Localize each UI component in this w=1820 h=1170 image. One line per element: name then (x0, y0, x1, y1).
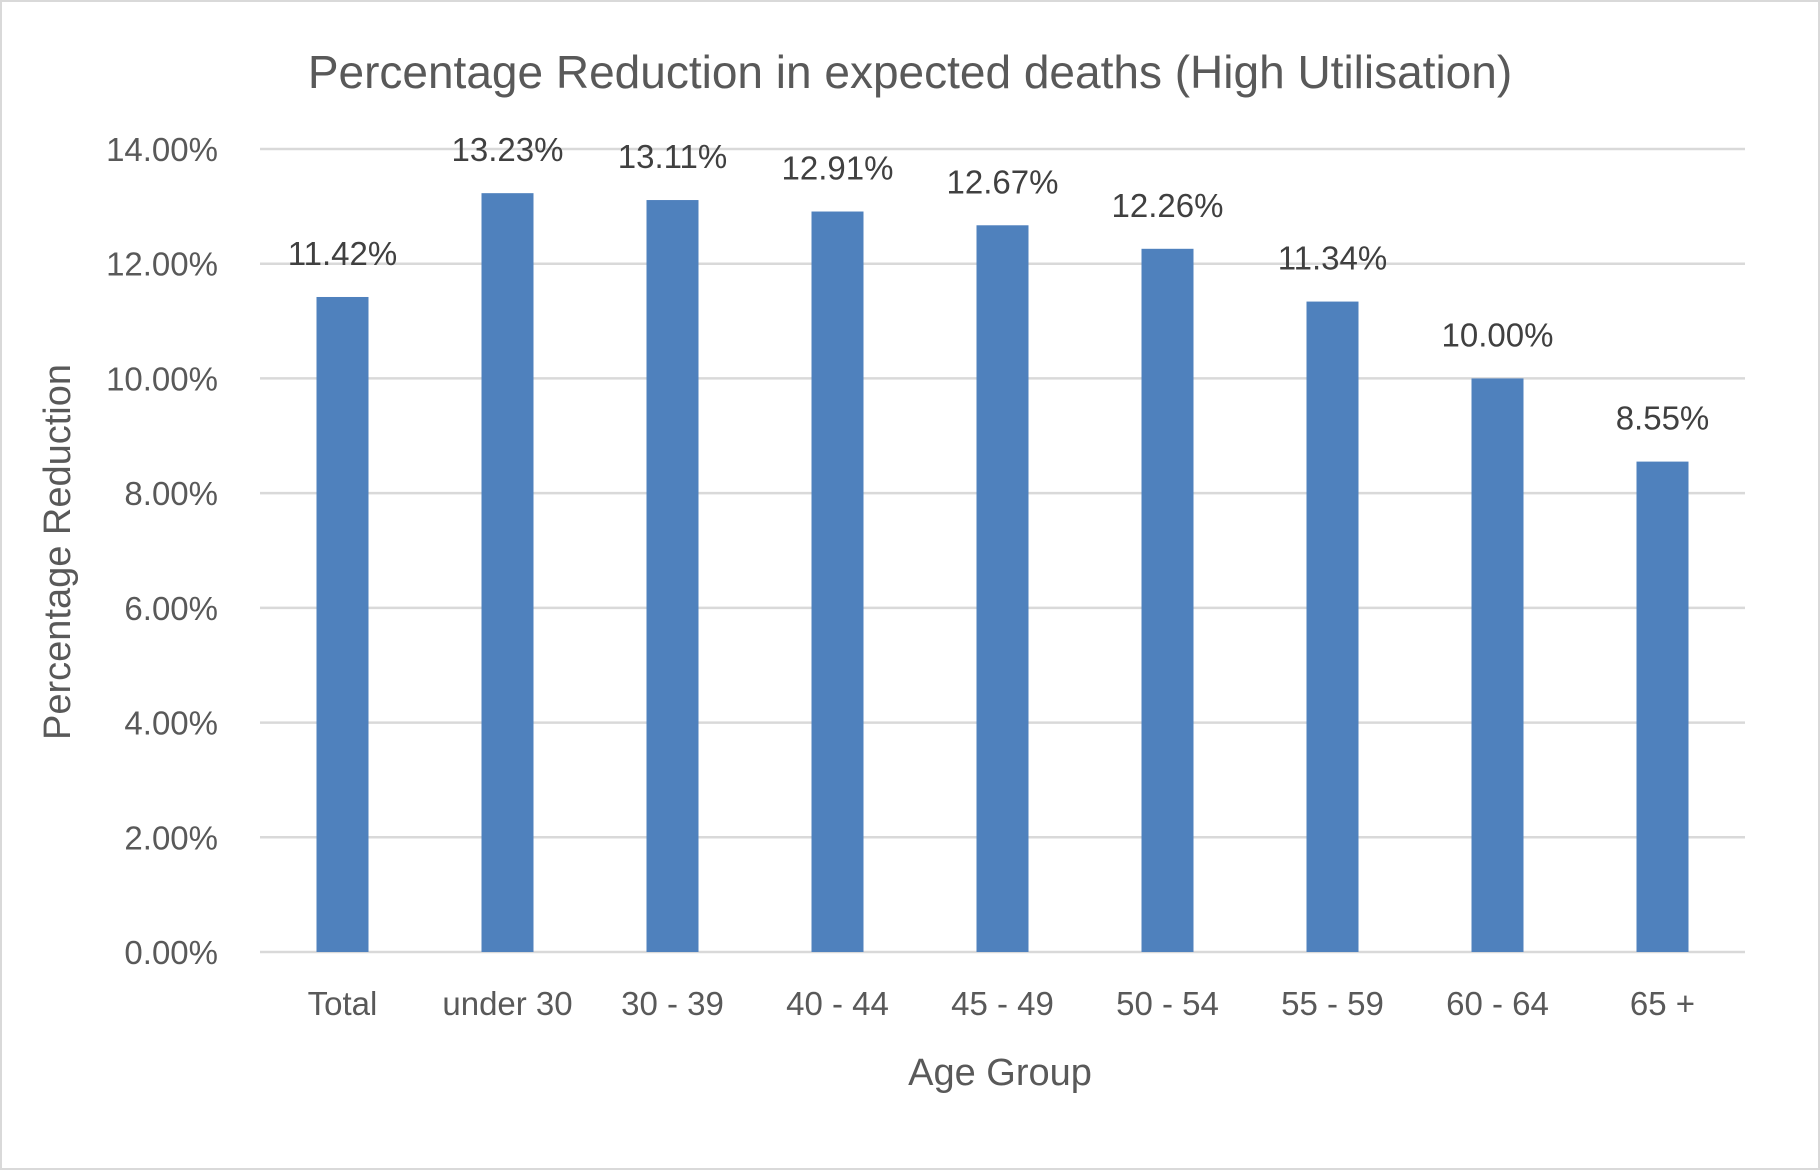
bar (316, 296, 369, 952)
x-tick-label: 45 - 49 (951, 985, 1054, 1022)
data-label: 12.26% (1112, 187, 1224, 224)
data-label: 13.11% (618, 138, 727, 175)
y-tick-label: 6.00% (124, 590, 218, 627)
bars (316, 193, 1689, 953)
data-label: 8.55% (1616, 400, 1710, 437)
x-tick-label: under 30 (442, 985, 572, 1022)
bar (1306, 301, 1359, 952)
bar (1471, 378, 1524, 952)
y-tick-label: 2.00% (124, 819, 218, 856)
bar (646, 200, 699, 952)
y-tick-label: 14.00% (106, 131, 218, 168)
bar (811, 211, 864, 952)
data-label: 12.67% (947, 163, 1059, 200)
y-tick-label: 0.00% (124, 934, 218, 971)
bar (481, 193, 534, 953)
data-label: 12.91% (782, 150, 894, 187)
x-tick-label: 50 - 54 (1116, 985, 1219, 1022)
bar (1141, 248, 1194, 953)
data-label: 13.23% (452, 131, 564, 168)
data-label: 11.42% (288, 235, 397, 272)
x-tick-label: 30 - 39 (621, 985, 724, 1022)
y-axis-title: Percentage Reduction (37, 364, 79, 740)
x-axis-ticks: Total under 30 30 - 39 40 - 44 45 - 49 50 - 5… (308, 985, 1695, 1022)
bar (1636, 461, 1689, 952)
y-tick-label: 12.00% (106, 246, 218, 283)
y-axis-ticks: 0.00% 2.00% 4.00% 6.00% 8.00% 10.00% 12.00% 14.… (106, 131, 218, 971)
x-axis-title: Age Group (908, 1052, 1092, 1094)
x-tick-label: 60 - 64 (1446, 985, 1549, 1022)
x-tick-label: 65 + (1630, 985, 1695, 1022)
y-tick-label: 4.00% (124, 705, 218, 742)
y-tick-label: 8.00% (124, 475, 218, 512)
y-tick-label: 10.00% (106, 360, 218, 397)
data-label: 11.34% (1278, 240, 1387, 277)
x-tick-label: 55 - 59 (1281, 985, 1384, 1022)
data-label: 10.00% (1442, 316, 1554, 353)
x-tick-label: 40 - 44 (786, 985, 889, 1022)
x-tick-label: Total (308, 985, 378, 1022)
data-labels: 11.42% 13.23% 13.11% 12.91% 12.67% 12.26% 11.3… (288, 131, 1710, 436)
chart-title: Percentage Reduction in expected deaths … (308, 46, 1512, 98)
bar (976, 225, 1029, 952)
